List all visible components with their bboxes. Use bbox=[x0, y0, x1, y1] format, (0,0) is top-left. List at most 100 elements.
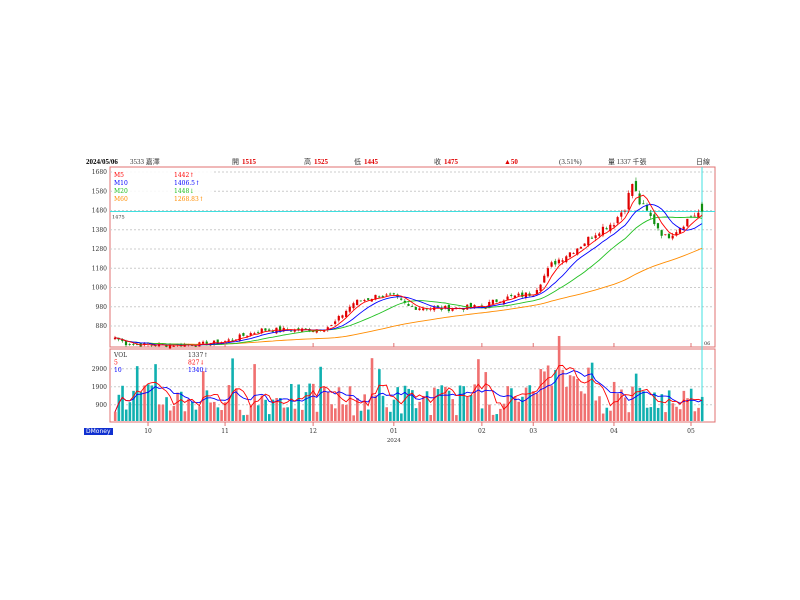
candle-body bbox=[312, 331, 315, 333]
volume-bar bbox=[132, 390, 135, 421]
volume-bar bbox=[290, 383, 293, 421]
candle-body bbox=[513, 295, 516, 298]
volume-bar bbox=[267, 414, 271, 421]
volume-bar bbox=[271, 399, 275, 421]
volume-bar bbox=[190, 402, 194, 421]
candle-body bbox=[216, 339, 219, 344]
volume-bar bbox=[209, 402, 212, 421]
candle-body bbox=[631, 183, 634, 196]
candle-body bbox=[623, 210, 627, 212]
month-label: 05 bbox=[687, 428, 695, 435]
volume-bar bbox=[675, 406, 678, 421]
volume-bar bbox=[473, 384, 477, 421]
volume-bar bbox=[557, 335, 561, 421]
volume-bar bbox=[326, 392, 330, 421]
volume-bar bbox=[565, 386, 568, 421]
volume-bar bbox=[227, 385, 231, 421]
volume-bar bbox=[561, 369, 565, 421]
candle-body bbox=[642, 203, 645, 205]
candle-body bbox=[132, 344, 135, 346]
candle-body bbox=[638, 193, 641, 205]
legend-name: M5 bbox=[114, 172, 124, 179]
last-day-label: 06 bbox=[704, 341, 710, 347]
volume-bar bbox=[484, 372, 488, 421]
candle-body bbox=[231, 339, 234, 341]
low-value: 1445 bbox=[364, 158, 378, 166]
candle-body bbox=[444, 305, 447, 309]
volume-legend-value: 1340↓ bbox=[188, 367, 208, 374]
volume-bar bbox=[341, 404, 344, 421]
candle-body bbox=[414, 307, 417, 310]
candle-body bbox=[634, 181, 638, 191]
volume-bar bbox=[359, 410, 363, 421]
candle-body bbox=[598, 233, 601, 236]
candle-body bbox=[256, 332, 260, 334]
volume-bar bbox=[455, 415, 458, 421]
volume-bar bbox=[605, 407, 609, 421]
candle-body bbox=[304, 328, 307, 330]
candle-body bbox=[253, 332, 256, 334]
volume-bar bbox=[143, 385, 146, 421]
volume-bar bbox=[532, 391, 535, 421]
candle-body bbox=[616, 217, 619, 224]
volume-bar bbox=[656, 407, 660, 421]
volume-bar bbox=[198, 406, 201, 421]
candle-body bbox=[242, 333, 245, 336]
candle-body bbox=[605, 228, 608, 230]
legend-value: 1442↑ bbox=[174, 172, 194, 179]
volume-bar bbox=[642, 391, 645, 421]
candle-body bbox=[359, 300, 362, 302]
volume-bar bbox=[154, 364, 157, 421]
volume-bar bbox=[631, 386, 634, 421]
volume-bar bbox=[231, 358, 234, 421]
candle-body bbox=[113, 337, 117, 340]
volume-bar bbox=[590, 362, 594, 421]
volume-bar bbox=[168, 410, 172, 421]
volume-bar bbox=[179, 391, 183, 421]
volume-bar bbox=[480, 408, 484, 421]
candle-body bbox=[612, 225, 616, 227]
volume-bar bbox=[157, 404, 161, 421]
volume-bar bbox=[312, 383, 315, 421]
candle-body bbox=[579, 247, 583, 249]
volume-bar bbox=[216, 407, 220, 421]
volume-bar bbox=[451, 399, 455, 421]
candle-body bbox=[609, 224, 612, 232]
candle-body bbox=[451, 308, 454, 311]
volume-bar bbox=[205, 390, 209, 421]
volume-bar bbox=[458, 385, 462, 421]
volume-legend-name: VOL bbox=[113, 352, 127, 359]
candle-body bbox=[693, 215, 696, 217]
change-pct: (3.51%) bbox=[559, 158, 582, 166]
candle-body bbox=[124, 340, 128, 346]
candle-body bbox=[245, 335, 249, 337]
volume-bar bbox=[436, 389, 440, 421]
candle-body bbox=[678, 227, 682, 234]
volume-bar bbox=[506, 386, 510, 421]
candle-body bbox=[697, 212, 700, 218]
candle-body bbox=[682, 226, 685, 230]
volume-bar bbox=[367, 409, 370, 421]
candle-body bbox=[267, 329, 271, 331]
candle-body bbox=[510, 295, 513, 296]
volume-bar bbox=[539, 369, 543, 421]
volume-bar bbox=[172, 405, 176, 421]
volume-bar bbox=[623, 397, 627, 421]
candle-body bbox=[561, 260, 564, 262]
volume-bar bbox=[554, 370, 557, 421]
volume-bar bbox=[671, 403, 675, 421]
y-tick-label: 1380 bbox=[92, 227, 107, 234]
candle-body bbox=[260, 328, 263, 334]
volume-bar bbox=[466, 396, 469, 421]
volume-bar bbox=[212, 401, 216, 421]
volume-bar bbox=[165, 397, 168, 421]
candle-body bbox=[568, 252, 572, 257]
volume-bar bbox=[444, 386, 447, 421]
candle-body bbox=[330, 325, 333, 326]
volume-bar bbox=[381, 395, 385, 421]
candle-body bbox=[356, 299, 359, 306]
volume-bar bbox=[620, 389, 623, 421]
volume-bar bbox=[337, 387, 341, 421]
period-button[interactable]: 日線 bbox=[696, 158, 710, 166]
volume-bar bbox=[139, 391, 143, 421]
